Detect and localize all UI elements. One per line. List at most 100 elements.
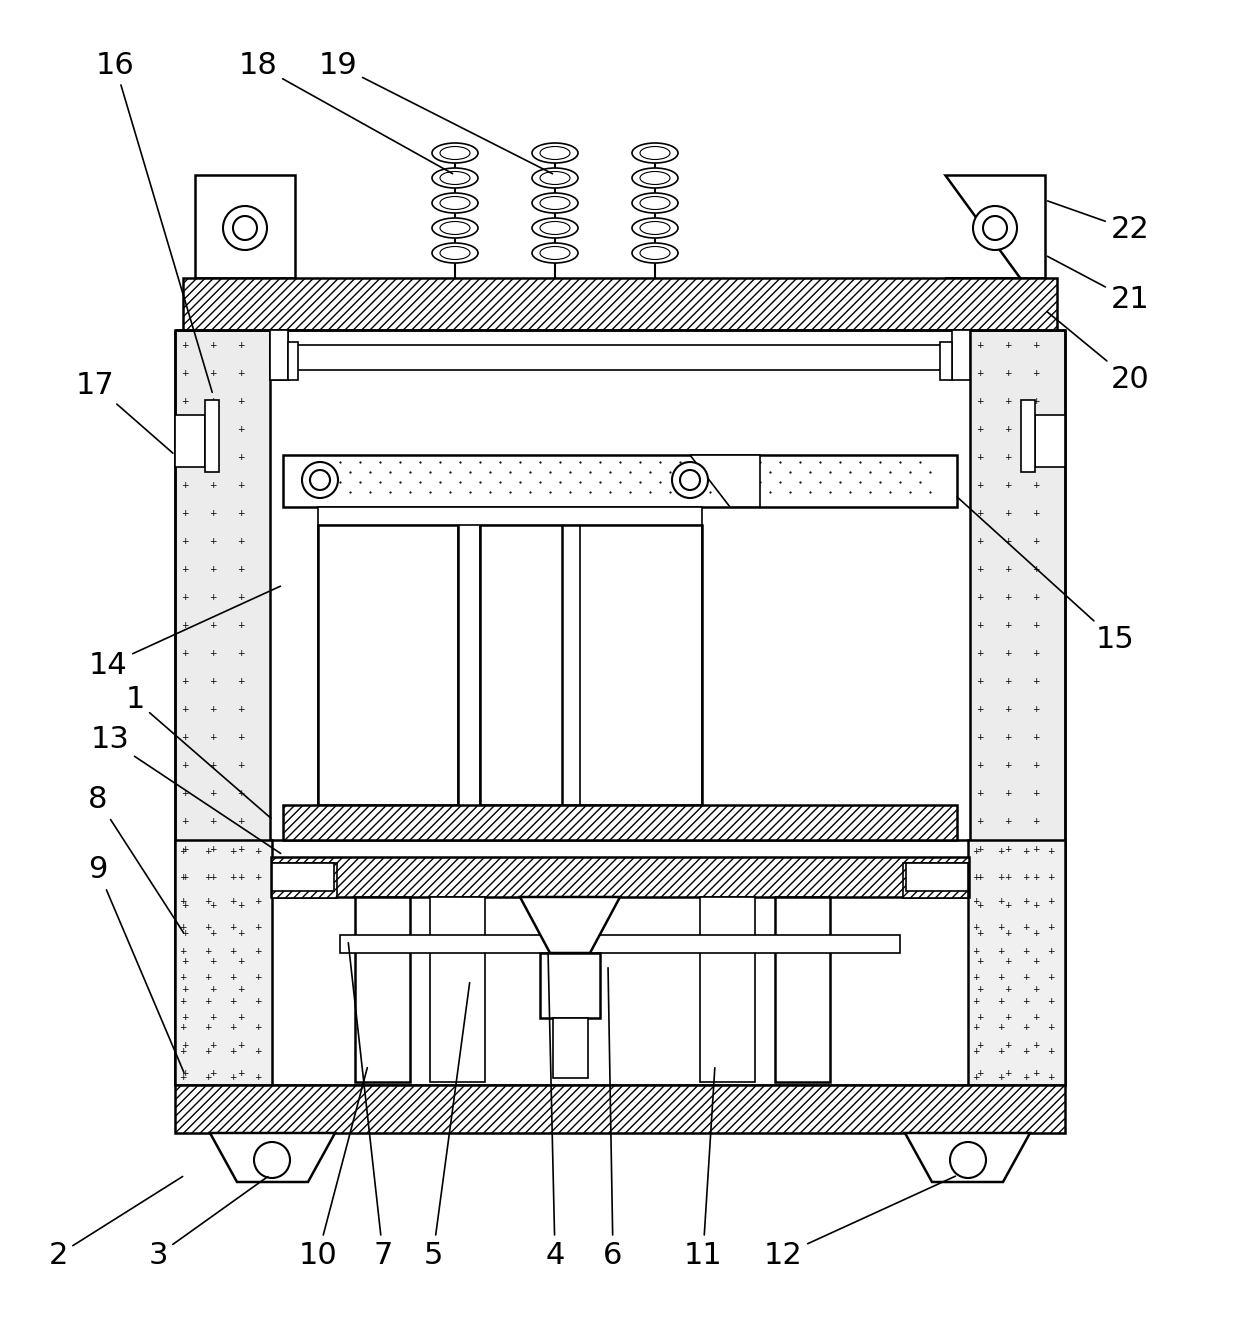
Text: +: + — [254, 872, 262, 882]
Text: +: + — [181, 1013, 188, 1022]
Text: +: + — [210, 368, 217, 378]
Ellipse shape — [532, 243, 578, 263]
Ellipse shape — [440, 221, 470, 235]
Text: +: + — [1032, 592, 1040, 602]
Text: +: + — [205, 1022, 212, 1031]
Ellipse shape — [539, 172, 570, 184]
Circle shape — [223, 205, 267, 249]
Text: 17: 17 — [76, 371, 172, 454]
Text: +: + — [972, 872, 980, 882]
Text: +: + — [976, 788, 983, 798]
Text: +: + — [237, 900, 244, 910]
Text: +: + — [976, 368, 983, 378]
Text: +: + — [1048, 847, 1055, 856]
Text: +: + — [976, 396, 983, 406]
Text: 15: 15 — [957, 496, 1135, 655]
Text: 19: 19 — [319, 51, 553, 173]
Text: 5: 5 — [423, 983, 470, 1270]
Circle shape — [303, 462, 339, 498]
Circle shape — [983, 216, 1007, 240]
Ellipse shape — [532, 193, 578, 213]
Text: +: + — [181, 424, 188, 434]
Text: +: + — [210, 620, 217, 630]
Ellipse shape — [532, 168, 578, 188]
Text: +: + — [210, 956, 217, 966]
Bar — [272, 863, 337, 898]
Text: +: + — [210, 928, 217, 938]
Text: +: + — [210, 340, 217, 350]
Text: 21: 21 — [1048, 256, 1149, 315]
Text: +: + — [181, 928, 188, 938]
Text: +: + — [1048, 1073, 1055, 1082]
Text: +: + — [254, 972, 262, 982]
Text: +: + — [237, 872, 244, 882]
Polygon shape — [520, 896, 620, 952]
Text: +: + — [1032, 340, 1040, 350]
Text: +: + — [180, 1073, 187, 1082]
Text: +: + — [237, 452, 244, 462]
Ellipse shape — [432, 168, 477, 188]
Text: +: + — [210, 788, 217, 798]
Text: +: + — [976, 732, 983, 742]
Text: +: + — [1032, 732, 1040, 742]
Text: +: + — [210, 592, 217, 602]
Bar — [272, 863, 334, 891]
Bar — [270, 346, 970, 370]
Ellipse shape — [632, 143, 678, 163]
Text: +: + — [181, 732, 188, 742]
Bar — [1035, 415, 1065, 467]
Text: +: + — [237, 732, 244, 742]
Text: +: + — [210, 396, 217, 406]
Text: +: + — [1022, 923, 1029, 931]
Text: +: + — [1004, 508, 1012, 518]
Text: +: + — [1022, 1047, 1029, 1057]
Text: +: + — [237, 508, 244, 518]
Text: +: + — [237, 956, 244, 966]
Text: +: + — [254, 1047, 262, 1057]
Text: +: + — [181, 508, 188, 518]
Text: +: + — [976, 956, 983, 966]
Text: +: + — [1032, 620, 1040, 630]
Text: +: + — [254, 1022, 262, 1031]
Text: +: + — [976, 816, 983, 826]
Text: +: + — [976, 620, 983, 630]
Bar — [283, 804, 957, 840]
Text: +: + — [972, 998, 980, 1006]
Text: +: + — [229, 998, 237, 1006]
Text: +: + — [181, 1069, 188, 1078]
Bar — [1021, 400, 1035, 472]
Text: +: + — [976, 592, 983, 602]
Text: +: + — [976, 480, 983, 490]
Text: +: + — [181, 984, 188, 994]
Text: +: + — [997, 1047, 1004, 1057]
Text: +: + — [181, 676, 188, 686]
Text: +: + — [1004, 648, 1012, 658]
Text: +: + — [181, 340, 188, 350]
Text: +: + — [181, 536, 188, 546]
Bar — [270, 329, 288, 380]
Text: +: + — [972, 923, 980, 931]
Text: +: + — [1032, 1013, 1040, 1022]
Text: +: + — [976, 676, 983, 686]
Ellipse shape — [440, 247, 470, 260]
Text: +: + — [181, 368, 188, 378]
Ellipse shape — [632, 168, 678, 188]
Text: +: + — [1022, 847, 1029, 856]
Text: +: + — [1032, 396, 1040, 406]
Text: +: + — [254, 847, 262, 856]
Text: +: + — [180, 847, 187, 856]
Text: +: + — [229, 1073, 237, 1082]
Text: +: + — [237, 788, 244, 798]
Polygon shape — [905, 1133, 1030, 1182]
Text: +: + — [181, 396, 188, 406]
Text: +: + — [210, 1069, 217, 1078]
Text: +: + — [181, 760, 188, 770]
Text: +: + — [181, 592, 188, 602]
Ellipse shape — [532, 217, 578, 237]
Bar — [903, 863, 968, 898]
Text: +: + — [237, 1013, 244, 1022]
Text: +: + — [210, 508, 217, 518]
Text: +: + — [997, 947, 1004, 956]
Text: +: + — [237, 592, 244, 602]
Text: +: + — [210, 900, 217, 910]
